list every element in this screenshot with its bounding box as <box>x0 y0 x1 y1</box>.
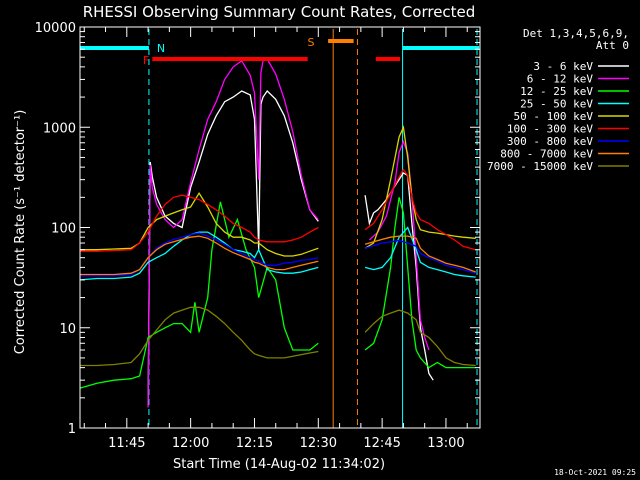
flag-label: S <box>308 36 315 49</box>
series-line <box>364 124 476 249</box>
series-line <box>368 139 430 351</box>
legend-title-line-2: Att 0 <box>596 39 629 52</box>
x-tick-label: 11:45 <box>108 436 145 451</box>
x-tick-label: 12:30 <box>300 436 337 451</box>
legend-label: 300 - 800 keV <box>507 135 593 148</box>
series-line <box>147 89 319 405</box>
x-tick-label: 12:15 <box>236 436 273 451</box>
axes: 1 10 100 1000 10000 11:45 12:00 12:15 12:30 12:45… <box>35 21 480 451</box>
series-line <box>364 239 476 274</box>
y-axis-label: Corrected Count Rate (s⁻¹ detector⁻¹) <box>13 110 28 355</box>
y-tick-label: 1 <box>68 422 76 437</box>
x-tick-label: 12:00 <box>172 436 209 451</box>
x-tick-label: 13:00 <box>427 436 464 451</box>
series-line <box>364 235 476 273</box>
series-line <box>80 191 319 257</box>
flag-label: F <box>143 54 149 67</box>
legend-label: 50 - 100 keV <box>514 110 594 123</box>
x-tick-label: 12:45 <box>363 436 400 451</box>
series-line <box>364 197 476 369</box>
legend-label: 3 - 6 keV <box>533 60 593 73</box>
series-line <box>364 168 476 251</box>
y-tick-label: 10000 <box>35 21 76 36</box>
chart-title: RHESSI Observing Summary Count Rates, Co… <box>83 3 476 21</box>
legend-label: 7000 - 15000 keV <box>487 160 593 173</box>
legend-label: 25 - 50 keV <box>520 98 593 111</box>
legend-label: 6 - 12 keV <box>527 73 594 86</box>
series-line <box>79 201 319 389</box>
plot-area: NF S <box>79 29 480 428</box>
series-line <box>147 58 319 408</box>
series-line <box>364 172 434 381</box>
y-tick-label: 1000 <box>43 121 76 136</box>
generation-timestamp: 18-Oct-2021 09:25 <box>554 468 636 477</box>
series-line <box>364 226 476 278</box>
series-line <box>80 306 319 367</box>
y-tick-label: 10 <box>59 322 76 337</box>
flag-label: N <box>157 42 165 55</box>
legend-title-line-1: Det 1,3,4,5,6,9, <box>523 27 629 40</box>
legend-label: 100 - 300 keV <box>507 123 593 136</box>
y-tick-label: 100 <box>51 222 76 237</box>
series-line <box>79 231 319 281</box>
legend-label: 12 - 25 keV <box>520 85 593 98</box>
legend-label: 800 - 7000 keV <box>500 148 593 161</box>
x-axis-label: Start Time (14-Aug-02 11:34:02) <box>173 457 385 472</box>
series-line <box>80 194 319 252</box>
series-line <box>80 235 319 276</box>
series-line <box>364 309 476 367</box>
